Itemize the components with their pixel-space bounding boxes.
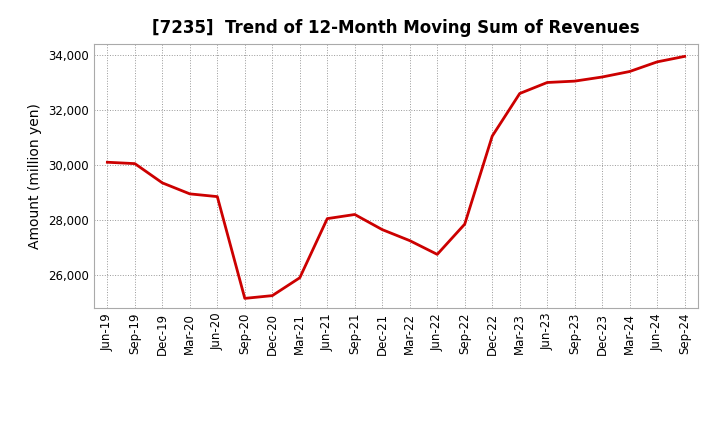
Title: [7235]  Trend of 12-Month Moving Sum of Revenues: [7235] Trend of 12-Month Moving Sum of R…: [152, 19, 640, 37]
Y-axis label: Amount (million yen): Amount (million yen): [28, 103, 42, 249]
